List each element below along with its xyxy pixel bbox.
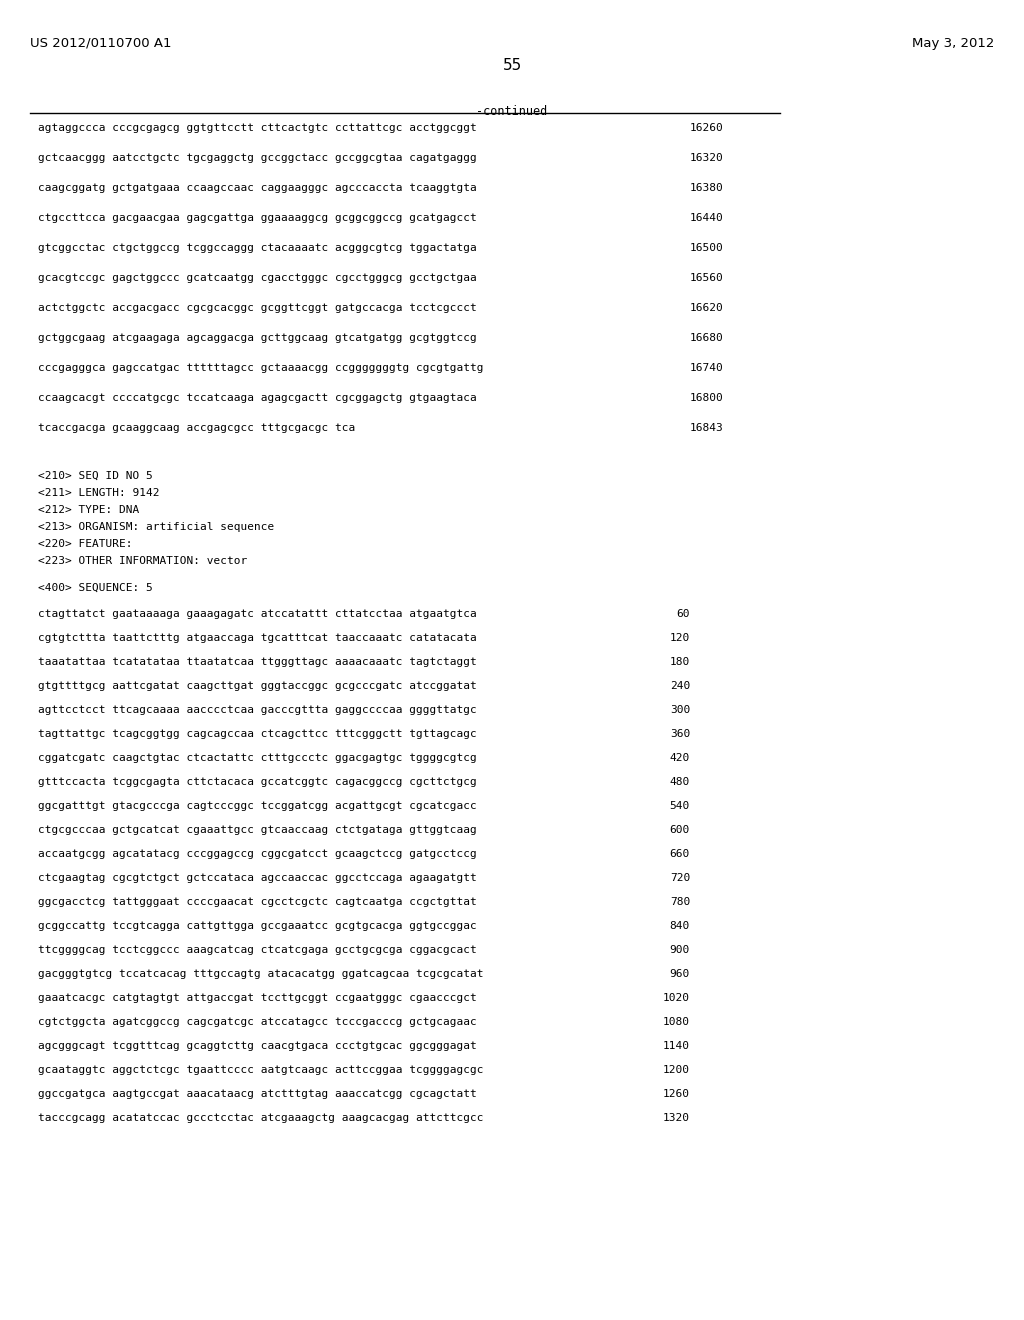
Text: ttcggggcag tcctcggccc aaagcatcag ctcatcgaga gcctgcgcga cggacgcact: ttcggggcag tcctcggccc aaagcatcag ctcatcg… bbox=[38, 945, 477, 954]
Text: 660: 660 bbox=[670, 849, 690, 859]
Text: 840: 840 bbox=[670, 921, 690, 931]
Text: 1080: 1080 bbox=[663, 1016, 690, 1027]
Text: ctagttatct gaataaaaga gaaagagatc atccatattt cttatcctaa atgaatgtca: ctagttatct gaataaaaga gaaagagatc atccata… bbox=[38, 609, 477, 619]
Text: 16800: 16800 bbox=[690, 393, 724, 403]
Text: 16440: 16440 bbox=[690, 213, 724, 223]
Text: gcaataggtc aggctctcgc tgaattcccc aatgtcaagc acttccggaa tcggggagcgc: gcaataggtc aggctctcgc tgaattcccc aatgtca… bbox=[38, 1065, 483, 1074]
Text: gaaatcacgc catgtagtgt attgaccgat tccttgcggt ccgaatgggc cgaacccgct: gaaatcacgc catgtagtgt attgaccgat tccttgc… bbox=[38, 993, 477, 1003]
Text: 420: 420 bbox=[670, 752, 690, 763]
Text: gcacgtccgc gagctggccc gcatcaatgg cgacctgggc cgcctgggcg gcctgctgaa: gcacgtccgc gagctggccc gcatcaatgg cgacctg… bbox=[38, 273, 477, 282]
Text: tagttattgc tcagcggtgg cagcagccaa ctcagcttcc tttcgggctt tgttagcagc: tagttattgc tcagcggtgg cagcagccaa ctcagct… bbox=[38, 729, 477, 739]
Text: cgtctggcta agatcggccg cagcgatcgc atccatagcc tcccgacccg gctgcagaac: cgtctggcta agatcggccg cagcgatcgc atccata… bbox=[38, 1016, 477, 1027]
Text: 360: 360 bbox=[670, 729, 690, 739]
Text: 16500: 16500 bbox=[690, 243, 724, 253]
Text: 300: 300 bbox=[670, 705, 690, 715]
Text: 1320: 1320 bbox=[663, 1113, 690, 1123]
Text: 720: 720 bbox=[670, 873, 690, 883]
Text: 16560: 16560 bbox=[690, 273, 724, 282]
Text: ggccgatgca aagtgccgat aaacataacg atctttgtag aaaccatcgg cgcagctatt: ggccgatgca aagtgccgat aaacataacg atctttg… bbox=[38, 1089, 477, 1100]
Text: <400> SEQUENCE: 5: <400> SEQUENCE: 5 bbox=[38, 583, 153, 593]
Text: 240: 240 bbox=[670, 681, 690, 690]
Text: gtttccacta tcggcgagta cttctacaca gccatcggtc cagacggccg cgcttctgcg: gtttccacta tcggcgagta cttctacaca gccatcg… bbox=[38, 777, 477, 787]
Text: 60: 60 bbox=[677, 609, 690, 619]
Text: agttcctcct ttcagcaaaa aacccctcaa gacccgttta gaggccccaa ggggttatgc: agttcctcct ttcagcaaaa aacccctcaa gacccgt… bbox=[38, 705, 477, 715]
Text: cccgagggca gagccatgac ttttttagcc gctaaaacgg ccgggggggtg cgcgtgattg: cccgagggca gagccatgac ttttttagcc gctaaaa… bbox=[38, 363, 483, 374]
Text: 1140: 1140 bbox=[663, 1041, 690, 1051]
Text: actctggctc accgacgacc cgcgcacggc gcggttcggt gatgccacga tcctcgccct: actctggctc accgacgacc cgcgcacggc gcggttc… bbox=[38, 304, 477, 313]
Text: gacgggtgtcg tccatcacag tttgccagtg atacacatgg ggatcagcaa tcgcgcatat: gacgggtgtcg tccatcacag tttgccagtg atacac… bbox=[38, 969, 483, 979]
Text: ggcgatttgt gtacgcccga cagtcccggc tccggatcgg acgattgcgt cgcatcgacc: ggcgatttgt gtacgcccga cagtcccggc tccggat… bbox=[38, 801, 477, 810]
Text: 16740: 16740 bbox=[690, 363, 724, 374]
Text: caagcggatg gctgatgaaa ccaagccaac caggaagggc agcccaccta tcaaggtgta: caagcggatg gctgatgaaa ccaagccaac caggaag… bbox=[38, 183, 477, 193]
Text: ggcgacctcg tattgggaat ccccgaacat cgcctcgctc cagtcaatga ccgctgttat: ggcgacctcg tattgggaat ccccgaacat cgcctcg… bbox=[38, 898, 477, 907]
Text: gcggccattg tccgtcagga cattgttgga gccgaaatcc gcgtgcacga ggtgccggac: gcggccattg tccgtcagga cattgttgga gccgaaa… bbox=[38, 921, 477, 931]
Text: <212> TYPE: DNA: <212> TYPE: DNA bbox=[38, 506, 139, 515]
Text: agtaggccca cccgcgagcg ggtgttcctt cttcactgtc ccttattcgc acctggcggt: agtaggccca cccgcgagcg ggtgttcctt cttcact… bbox=[38, 123, 477, 133]
Text: 180: 180 bbox=[670, 657, 690, 667]
Text: <220> FEATURE:: <220> FEATURE: bbox=[38, 539, 132, 549]
Text: gtcggcctac ctgctggccg tcggccaggg ctacaaaatc acgggcgtcg tggactatga: gtcggcctac ctgctggccg tcggccaggg ctacaaa… bbox=[38, 243, 477, 253]
Text: 16320: 16320 bbox=[690, 153, 724, 162]
Text: 16260: 16260 bbox=[690, 123, 724, 133]
Text: 780: 780 bbox=[670, 898, 690, 907]
Text: gctggcgaag atcgaagaga agcaggacga gcttggcaag gtcatgatgg gcgtggtccg: gctggcgaag atcgaagaga agcaggacga gcttggc… bbox=[38, 333, 477, 343]
Text: 120: 120 bbox=[670, 634, 690, 643]
Text: cgtgtcttta taattctttg atgaaccaga tgcatttcat taaccaaatc catatacata: cgtgtcttta taattctttg atgaaccaga tgcattt… bbox=[38, 634, 477, 643]
Text: 1020: 1020 bbox=[663, 993, 690, 1003]
Text: <223> OTHER INFORMATION: vector: <223> OTHER INFORMATION: vector bbox=[38, 556, 247, 566]
Text: 1200: 1200 bbox=[663, 1065, 690, 1074]
Text: US 2012/0110700 A1: US 2012/0110700 A1 bbox=[30, 37, 171, 50]
Text: tacccgcagg acatatccac gccctcctac atcgaaagctg aaagcacgag attcttcgcc: tacccgcagg acatatccac gccctcctac atcgaaa… bbox=[38, 1113, 483, 1123]
Text: agcgggcagt tcggtttcag gcaggtcttg caacgtgaca ccctgtgcac ggcgggagat: agcgggcagt tcggtttcag gcaggtcttg caacgtg… bbox=[38, 1041, 477, 1051]
Text: 540: 540 bbox=[670, 801, 690, 810]
Text: 1260: 1260 bbox=[663, 1089, 690, 1100]
Text: accaatgcgg agcatatacg cccggagccg cggcgatcct gcaagctccg gatgcctccg: accaatgcgg agcatatacg cccggagccg cggcgat… bbox=[38, 849, 477, 859]
Text: 480: 480 bbox=[670, 777, 690, 787]
Text: 900: 900 bbox=[670, 945, 690, 954]
Text: cggatcgatc caagctgtac ctcactattc ctttgccctc ggacgagtgc tggggcgtcg: cggatcgatc caagctgtac ctcactattc ctttgcc… bbox=[38, 752, 477, 763]
Text: May 3, 2012: May 3, 2012 bbox=[911, 37, 994, 50]
Text: gctcaacggg aatcctgctc tgcgaggctg gccggctacc gccggcgtaa cagatgaggg: gctcaacggg aatcctgctc tgcgaggctg gccggct… bbox=[38, 153, 477, 162]
Text: 16843: 16843 bbox=[690, 422, 724, 433]
Text: gtgttttgcg aattcgatat caagcttgat gggtaccggc gcgcccgatc atccggatat: gtgttttgcg aattcgatat caagcttgat gggtacc… bbox=[38, 681, 477, 690]
Text: 600: 600 bbox=[670, 825, 690, 836]
Text: ctgcgcccaa gctgcatcat cgaaattgcc gtcaaccaag ctctgataga gttggtcaag: ctgcgcccaa gctgcatcat cgaaattgcc gtcaacc… bbox=[38, 825, 477, 836]
Text: 16680: 16680 bbox=[690, 333, 724, 343]
Text: 16620: 16620 bbox=[690, 304, 724, 313]
Text: <211> LENGTH: 9142: <211> LENGTH: 9142 bbox=[38, 488, 160, 498]
Text: 960: 960 bbox=[670, 969, 690, 979]
Text: tcaccgacga gcaaggcaag accgagcgcc tttgcgacgc tca: tcaccgacga gcaaggcaag accgagcgcc tttgcga… bbox=[38, 422, 355, 433]
Text: <213> ORGANISM: artificial sequence: <213> ORGANISM: artificial sequence bbox=[38, 521, 274, 532]
Text: 16380: 16380 bbox=[690, 183, 724, 193]
Text: ctcgaagtag cgcgtctgct gctccataca agccaaccac ggcctccaga agaagatgtt: ctcgaagtag cgcgtctgct gctccataca agccaac… bbox=[38, 873, 477, 883]
Text: 55: 55 bbox=[503, 58, 521, 73]
Text: taaatattaa tcatatataa ttaatatcaa ttgggttagc aaaacaaatc tagtctaggt: taaatattaa tcatatataa ttaatatcaa ttgggtt… bbox=[38, 657, 477, 667]
Text: ctgccttcca gacgaacgaa gagcgattga ggaaaaggcg gcggcggccg gcatgagcct: ctgccttcca gacgaacgaa gagcgattga ggaaaag… bbox=[38, 213, 477, 223]
Text: ccaagcacgt ccccatgcgc tccatcaaga agagcgactt cgcggagctg gtgaagtaca: ccaagcacgt ccccatgcgc tccatcaaga agagcga… bbox=[38, 393, 477, 403]
Text: -continued: -continued bbox=[476, 106, 548, 117]
Text: <210> SEQ ID NO 5: <210> SEQ ID NO 5 bbox=[38, 471, 153, 480]
